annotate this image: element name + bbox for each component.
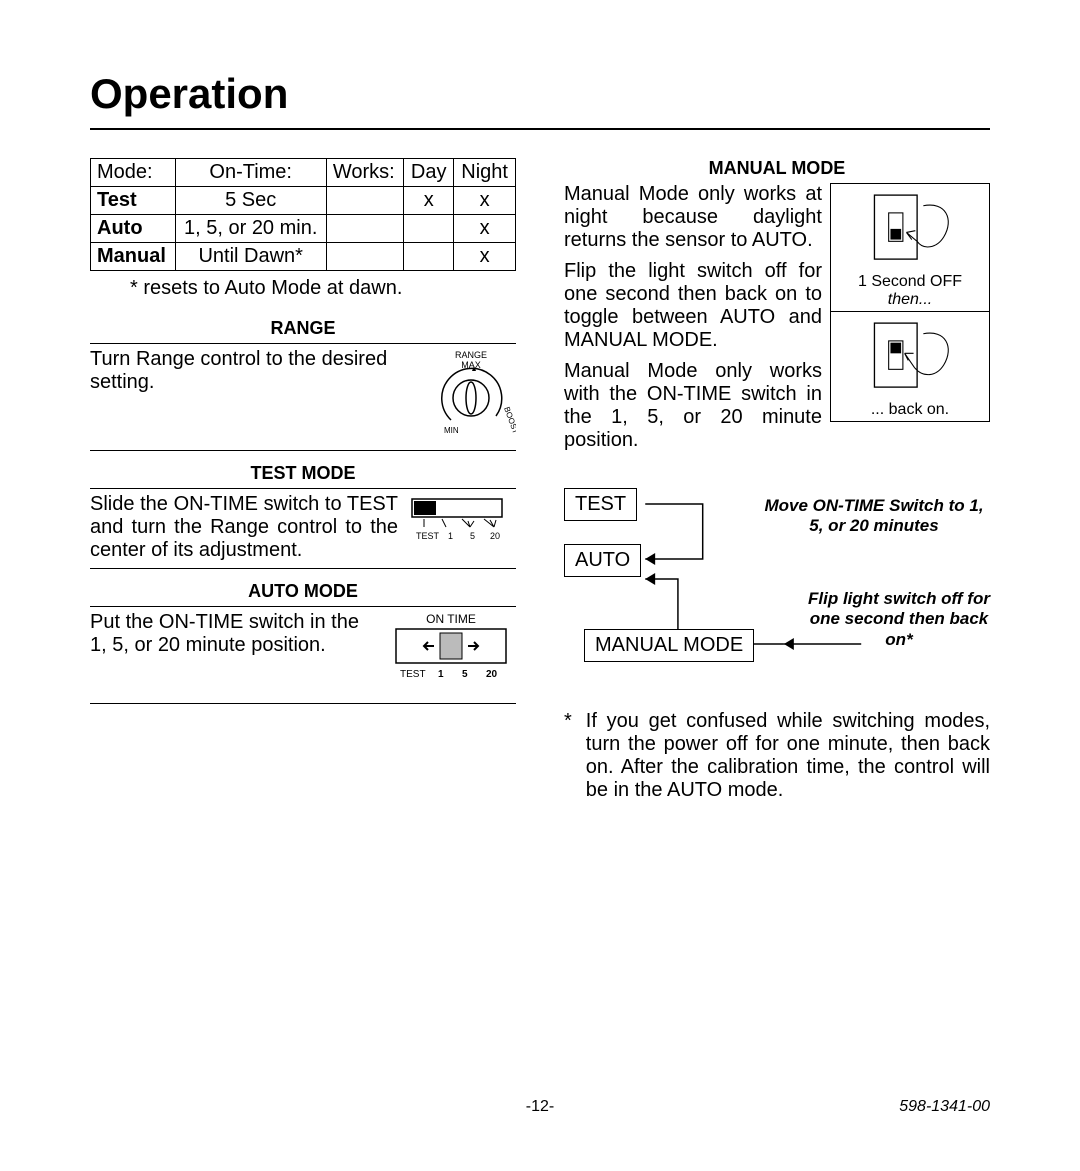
cell: 5 Sec bbox=[175, 187, 326, 215]
mode-flow-diagram: TEST AUTO MANUAL MODE Move ON-TIME Switc… bbox=[564, 484, 990, 694]
table-footnote: * resets to Auto Mode at dawn. bbox=[130, 277, 516, 300]
switch-cap2: ... back on. bbox=[835, 401, 985, 419]
svg-text:TEST: TEST bbox=[400, 669, 426, 680]
cell: x bbox=[404, 187, 454, 215]
cell bbox=[404, 215, 454, 243]
document-number: 598-1341-00 bbox=[899, 1098, 990, 1116]
th-night: Night bbox=[454, 159, 516, 187]
range-box: Turn Range control to the desired settin… bbox=[90, 343, 516, 451]
cell: Auto bbox=[91, 215, 176, 243]
cell: x bbox=[454, 187, 516, 215]
range-text: Turn Range control to the desired settin… bbox=[90, 348, 418, 394]
test-mode-heading: TEST MODE bbox=[90, 463, 516, 484]
flow-note-2: Flip light switch off for one second the… bbox=[804, 589, 994, 650]
cell: Test bbox=[91, 187, 176, 215]
th-day: Day bbox=[404, 159, 454, 187]
cell: Until Dawn* bbox=[175, 243, 326, 271]
cell: x bbox=[454, 215, 516, 243]
range-dial-icon: RANGE MAX MIN BOOST bbox=[426, 348, 516, 444]
svg-text:20: 20 bbox=[486, 669, 498, 680]
svg-text:1: 1 bbox=[448, 531, 453, 541]
svg-text:BOOST: BOOST bbox=[502, 406, 516, 435]
asterisk: * bbox=[564, 710, 572, 802]
cell: Manual bbox=[91, 243, 176, 271]
svg-text:1: 1 bbox=[438, 669, 444, 680]
manual-mode-heading: MANUAL MODE bbox=[564, 158, 990, 179]
th-ontime: On-Time: bbox=[175, 159, 326, 187]
cell bbox=[326, 187, 403, 215]
auto-mode-text: Put the ON-TIME switch in the 1, 5, or 2… bbox=[90, 611, 378, 657]
th-mode: Mode: bbox=[91, 159, 176, 187]
svg-text:ON TIME: ON TIME bbox=[426, 612, 476, 626]
ontime-switch-icon: ON TIME TEST 1 5 20 bbox=[386, 611, 516, 697]
confused-note: * If you get confused while switching mo… bbox=[564, 710, 990, 802]
svg-text:RANGE: RANGE bbox=[455, 350, 487, 360]
light-switch-illustration: 1 Second OFFthen... ... back on. bbox=[830, 183, 990, 422]
cell bbox=[404, 243, 454, 271]
manual-mode-text: Manual Mode only works at night because … bbox=[564, 183, 822, 460]
switch-cap1b: then... bbox=[888, 291, 932, 308]
svg-text:5: 5 bbox=[470, 531, 475, 541]
switch-on-icon bbox=[835, 316, 985, 396]
ontime-slider-icon: TEST 1 5 20 bbox=[406, 493, 516, 555]
svg-text:5: 5 bbox=[462, 669, 468, 680]
manual-p2: Flip the light switch off for one second… bbox=[564, 260, 822, 352]
title-rule bbox=[90, 128, 990, 130]
auto-mode-box: Put the ON-TIME switch in the 1, 5, or 2… bbox=[90, 606, 516, 704]
switch-off-icon bbox=[835, 188, 985, 268]
page-title: Operation bbox=[90, 70, 990, 118]
test-mode-box: Slide the ON-TIME switch to TEST and tur… bbox=[90, 488, 516, 569]
switch-cap1a: 1 Second OFF bbox=[858, 273, 962, 290]
flow-node-test: TEST bbox=[564, 488, 637, 521]
flow-node-auto: AUTO bbox=[564, 544, 641, 577]
cell: x bbox=[454, 243, 516, 271]
svg-text:20: 20 bbox=[490, 531, 500, 541]
th-works: Works: bbox=[326, 159, 403, 187]
test-mode-text: Slide the ON-TIME switch to TEST and tur… bbox=[90, 493, 398, 562]
svg-text:MIN: MIN bbox=[444, 426, 459, 435]
flow-node-manual: MANUAL MODE bbox=[584, 629, 754, 662]
cell bbox=[326, 243, 403, 271]
mode-table: Mode: On-Time: Works: Day Night Test 5 S… bbox=[90, 158, 516, 271]
cell: 1, 5, or 20 min. bbox=[175, 215, 326, 243]
cell bbox=[326, 215, 403, 243]
svg-text:TEST: TEST bbox=[416, 531, 440, 541]
range-heading: RANGE bbox=[90, 318, 516, 339]
flow-note-1: Move ON-TIME Switch to 1, 5, or 20 minut… bbox=[764, 496, 984, 537]
manual-p3: Manual Mode only works with the ON-TIME … bbox=[564, 360, 822, 452]
auto-mode-heading: AUTO MODE bbox=[90, 581, 516, 602]
confused-text: If you get confused while switching mode… bbox=[586, 710, 990, 802]
manual-p1: Manual Mode only works at night because … bbox=[564, 183, 822, 252]
